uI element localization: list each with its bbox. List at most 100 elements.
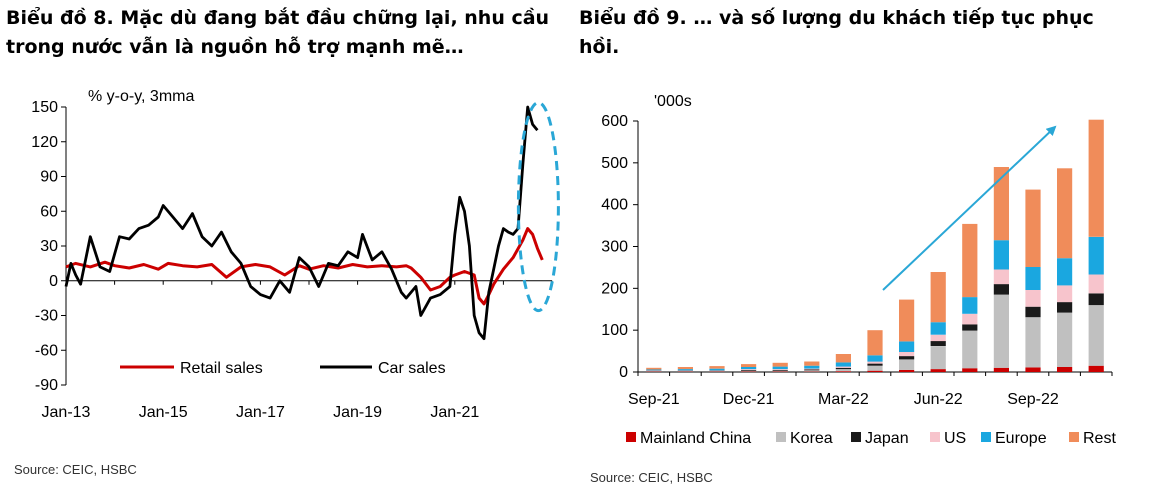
bar-segment-japan: [835, 367, 851, 370]
bar-segment-japan: [772, 369, 788, 371]
bar-segment-europe: [804, 365, 820, 369]
bar-segment-us: [962, 313, 978, 325]
bar-segment-us: [1025, 290, 1041, 307]
y-tick-label: -30: [35, 308, 58, 325]
highlight-ellipse: [516, 101, 560, 313]
legend-label: Retail sales: [180, 360, 263, 377]
legend-label: Japan: [865, 430, 909, 447]
bar-segment-japan: [1088, 293, 1104, 306]
bar-segment-korea: [835, 369, 851, 372]
y-tick-label: 60: [40, 203, 58, 220]
y-tick-label: -90: [35, 377, 58, 394]
y-tick-label: 400: [601, 197, 628, 214]
series-line-car-sales: [64, 105, 539, 341]
bar-segment-rest: [835, 354, 851, 363]
bar-segment-korea: [1088, 305, 1104, 366]
x-tick-label: Jan-19: [333, 404, 382, 421]
x-tick-label: Sep-22: [1007, 391, 1059, 408]
bar-segment-korea: [741, 370, 757, 372]
line-chart: % y-o-y, 3mma 150 120 90 60 30 0 -30 -60 -90 Jan-1…: [31, 88, 560, 421]
bar-segment-europe: [930, 322, 946, 335]
y-tick-label: 150: [31, 99, 58, 116]
bar-segment-japan: [930, 341, 946, 346]
bar-segment-europe: [993, 240, 1009, 270]
bar-segment-mainland-china: [993, 367, 1009, 372]
bar-segment-rest: [962, 223, 978, 298]
series-line-retail-sales: [65, 227, 544, 306]
bar-segment-japan: [993, 284, 1009, 295]
legend-swatch: [851, 432, 861, 442]
chart-9-source: Source: CEIC, HSBC: [590, 470, 713, 485]
bar-segment-europe: [1057, 258, 1073, 286]
y-tick-label: -60: [35, 342, 58, 359]
y-tick-label: 200: [601, 280, 628, 297]
bar-segment-us: [1057, 285, 1073, 303]
bar-segment-mainland-china: [930, 369, 946, 372]
bar-segment-korea: [867, 365, 883, 371]
y-tick-label: 500: [601, 155, 628, 172]
bar-segment-rest: [772, 362, 788, 367]
bar-segment-europe: [962, 297, 978, 314]
legend-label: US: [944, 430, 966, 447]
bar-segment-rest: [993, 167, 1009, 241]
y-unit-label: % y-o-y, 3mma: [88, 88, 194, 105]
legend-label: Car sales: [378, 360, 446, 377]
chart-9-title: Biểu đồ 9. … và số lượng du khách tiếp t…: [579, 7, 1094, 58]
y-tick-label: 90: [40, 169, 58, 186]
bar-segment-europe: [741, 367, 757, 370]
x-tick-label: Jan-17: [236, 404, 285, 421]
y-unit-label: '000s: [654, 93, 692, 110]
x-tick-label: Jan-21: [430, 404, 479, 421]
bar-segment-korea: [1025, 317, 1041, 368]
x-tick-label: Jan-15: [139, 404, 188, 421]
bar-segment-korea: [899, 359, 915, 370]
bar-segment-korea: [772, 370, 788, 372]
bar-segment-japan: [867, 363, 883, 366]
bar-segment-japan: [962, 324, 978, 331]
bar-segment-us: [867, 361, 883, 364]
bar-segment-mainland-china: [1057, 367, 1073, 372]
x-tick-label: Jan-13: [42, 404, 91, 421]
bar-segment-europe: [899, 341, 915, 352]
bar-segment-europe: [1088, 236, 1104, 275]
bar-segment-mainland-china: [867, 370, 883, 372]
bar-segment-rest: [804, 361, 820, 366]
bar-segment-us: [1088, 274, 1104, 294]
bar-segment-us: [741, 369, 757, 370]
bar-segment-us: [804, 368, 820, 370]
bar-segment-japan: [741, 369, 757, 371]
y-tick-label: 0: [619, 364, 628, 381]
bar-segment-us: [772, 369, 788, 370]
bar-segment-rest: [930, 272, 946, 323]
bar-segment-mainland-china: [1025, 367, 1041, 372]
x-tick-label: Dec-21: [723, 391, 775, 408]
bar-segment-rest: [1057, 168, 1073, 259]
bar-segment-korea: [930, 346, 946, 370]
legend-label: Europe: [995, 430, 1047, 447]
bar-segment-mainland-china: [962, 368, 978, 372]
y-tick-label: 30: [40, 238, 58, 255]
y-tick-label: 300: [601, 239, 628, 256]
legend-swatch: [626, 432, 636, 442]
bar-segment-rest: [1088, 119, 1104, 237]
bar-chart: '000s 0 100 200 300 400 500 600 Sep-21 Dec-21 Mar-…: [601, 93, 1116, 447]
bar-segment-us: [993, 269, 1009, 285]
bar-segment-korea: [993, 294, 1009, 368]
bar-segment-europe: [1025, 267, 1041, 290]
legend-swatch: [930, 432, 940, 442]
bar-segment-europe: [677, 369, 693, 371]
bar-segment-europe: [835, 362, 851, 367]
bar-segment-mainland-china: [1088, 365, 1104, 372]
trend-arrow: [882, 125, 1057, 291]
bar-segment-rest: [867, 330, 883, 356]
bar-segment-us: [835, 366, 851, 368]
bar-segment-korea: [1057, 312, 1073, 367]
bar-segment-us: [899, 351, 915, 357]
x-tick-label: Jun-22: [914, 391, 963, 408]
y-tick-label: 600: [601, 113, 628, 130]
bar-segment-japan: [1025, 306, 1041, 318]
bar-segment-rest: [1025, 189, 1041, 267]
bar-segment-rest: [741, 364, 757, 367]
legend-swatch: [981, 432, 991, 442]
